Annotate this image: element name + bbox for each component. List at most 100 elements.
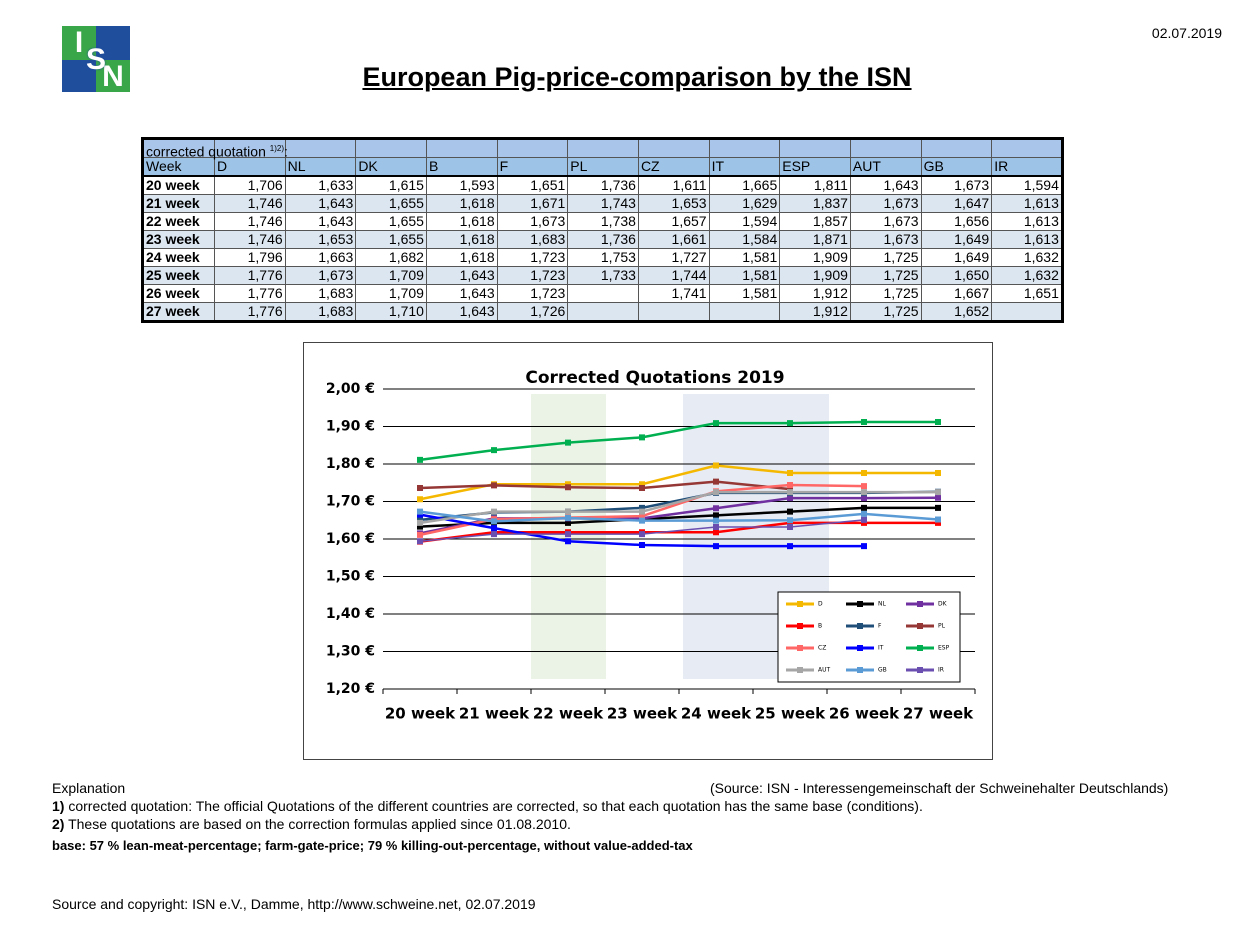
price-cell: 1,723 <box>496 284 569 303</box>
chart-title: Corrected Quotations 2019 <box>525 368 784 388</box>
point <box>565 439 571 446</box>
column-header: Week <box>142 157 215 177</box>
price-cell: 1,776 <box>214 266 286 285</box>
price-cell: 1,671 <box>496 194 569 213</box>
point <box>787 508 793 515</box>
point <box>565 538 571 545</box>
price-cell <box>991 302 1063 322</box>
column-header: AUT <box>849 157 922 177</box>
price-cell: 1,613 <box>991 230 1063 249</box>
y-tick-label: 2,00 € <box>326 381 375 397</box>
price-cell: 1,655 <box>355 230 427 249</box>
point <box>639 517 645 524</box>
y-tick-label: 1,80 € <box>326 456 375 472</box>
legend-label: ESP <box>938 645 950 652</box>
price-cell: 1,618 <box>425 212 498 231</box>
price-cell: 1,581 <box>708 266 781 285</box>
price-cell: 1,643 <box>425 266 498 285</box>
point <box>787 517 793 524</box>
point <box>639 504 645 511</box>
point <box>491 447 497 454</box>
price-cell: 1,653 <box>284 230 357 249</box>
caption-cell <box>991 138 1063 158</box>
caption-cell <box>920 138 993 158</box>
price-cell: 1,656 <box>920 212 993 231</box>
chart-frame <box>303 342 993 760</box>
point <box>935 504 941 511</box>
caption-note: 1)2) <box>269 144 284 153</box>
point <box>713 505 719 512</box>
x-tick-label: 21 week <box>459 705 530 723</box>
point <box>713 543 719 550</box>
price-cell: 1,581 <box>708 284 781 303</box>
point <box>417 523 423 530</box>
notes-heading: Explanation <box>52 780 126 796</box>
legend-marker <box>797 601 803 607</box>
point <box>713 462 719 469</box>
note-marker: 2) <box>52 816 65 832</box>
price-cell: 1,652 <box>920 302 993 322</box>
price-cell: 1,683 <box>284 284 357 303</box>
legend-label: IR <box>938 667 944 674</box>
legend-marker <box>917 667 923 673</box>
point <box>861 419 867 425</box>
week-cell: 25 week <box>142 266 215 285</box>
point <box>787 470 793 476</box>
price-table: corrected quotation 1)2): Week D NL DK B F PL CZ… <box>141 137 1064 323</box>
price-cell: 1,871 <box>779 230 851 249</box>
price-cell: 1,651 <box>991 284 1063 303</box>
price-cell: 1,738 <box>567 212 639 231</box>
point <box>639 508 645 515</box>
week-cell: 26 week <box>142 284 215 303</box>
x-tick-label: 24 week <box>681 705 752 723</box>
note-text: These quotations are based on the correc… <box>68 816 571 832</box>
point <box>787 495 793 502</box>
price-cell: 1,643 <box>425 302 498 322</box>
price-cell: 1,736 <box>567 230 639 249</box>
point <box>639 542 645 548</box>
y-tick-label: 1,60 € <box>326 531 375 547</box>
page-title: European Pig-price-comparison by the ISN <box>362 62 912 92</box>
note-text: corrected quotation: The official Quotat… <box>68 798 923 814</box>
point <box>417 485 423 491</box>
caption-cell <box>425 138 498 158</box>
caption-cell <box>567 138 639 158</box>
price-cell: 1,643 <box>849 175 922 195</box>
price-cell: 1,743 <box>567 194 639 213</box>
price-cell: 1,673 <box>849 212 922 231</box>
column-header: NL <box>284 157 357 177</box>
point <box>417 456 423 463</box>
price-cell: 1,615 <box>355 175 427 195</box>
point <box>935 470 941 476</box>
y-tick-label: 1,50 € <box>326 569 375 585</box>
series-line <box>419 521 938 543</box>
price-cell: 1,710 <box>355 302 427 322</box>
point <box>639 481 645 488</box>
point <box>491 518 497 525</box>
legend-marker <box>917 601 923 607</box>
price-cell: 1,655 <box>355 194 427 213</box>
price-cell: 1,651 <box>496 175 569 195</box>
point <box>713 478 719 485</box>
caption-cell <box>355 138 427 158</box>
table-row: 25 week 1,776 1,673 1,709 1,643 1,723 1,733 1,7… <box>142 266 1063 285</box>
price-cell: 1,727 <box>637 248 710 267</box>
column-header: PL <box>567 157 639 177</box>
price-cell: 1,709 <box>355 266 427 285</box>
y-tick-label: 1,90 € <box>326 419 375 435</box>
price-cell: 1,912 <box>779 284 851 303</box>
week-cell: 21 week <box>142 194 215 213</box>
point <box>787 420 793 427</box>
point <box>861 483 867 490</box>
price-cell: 1,725 <box>849 266 922 285</box>
table-row: 23 week 1,746 1,653 1,655 1,618 1,683 1,736 1,6… <box>142 230 1063 249</box>
price-cell: 1,663 <box>284 248 357 267</box>
legend-marker <box>857 601 863 607</box>
price-cell: 1,673 <box>496 212 569 231</box>
column-header: ESP <box>779 157 851 177</box>
note-base: base: 57 % lean-meat-percentage; farm-ga… <box>52 838 693 853</box>
column-header: IT <box>708 157 781 177</box>
caption-cell <box>708 138 781 158</box>
notes-source: (Source: ISN - Interessengemeinschaft de… <box>710 780 1169 796</box>
point <box>787 482 793 488</box>
